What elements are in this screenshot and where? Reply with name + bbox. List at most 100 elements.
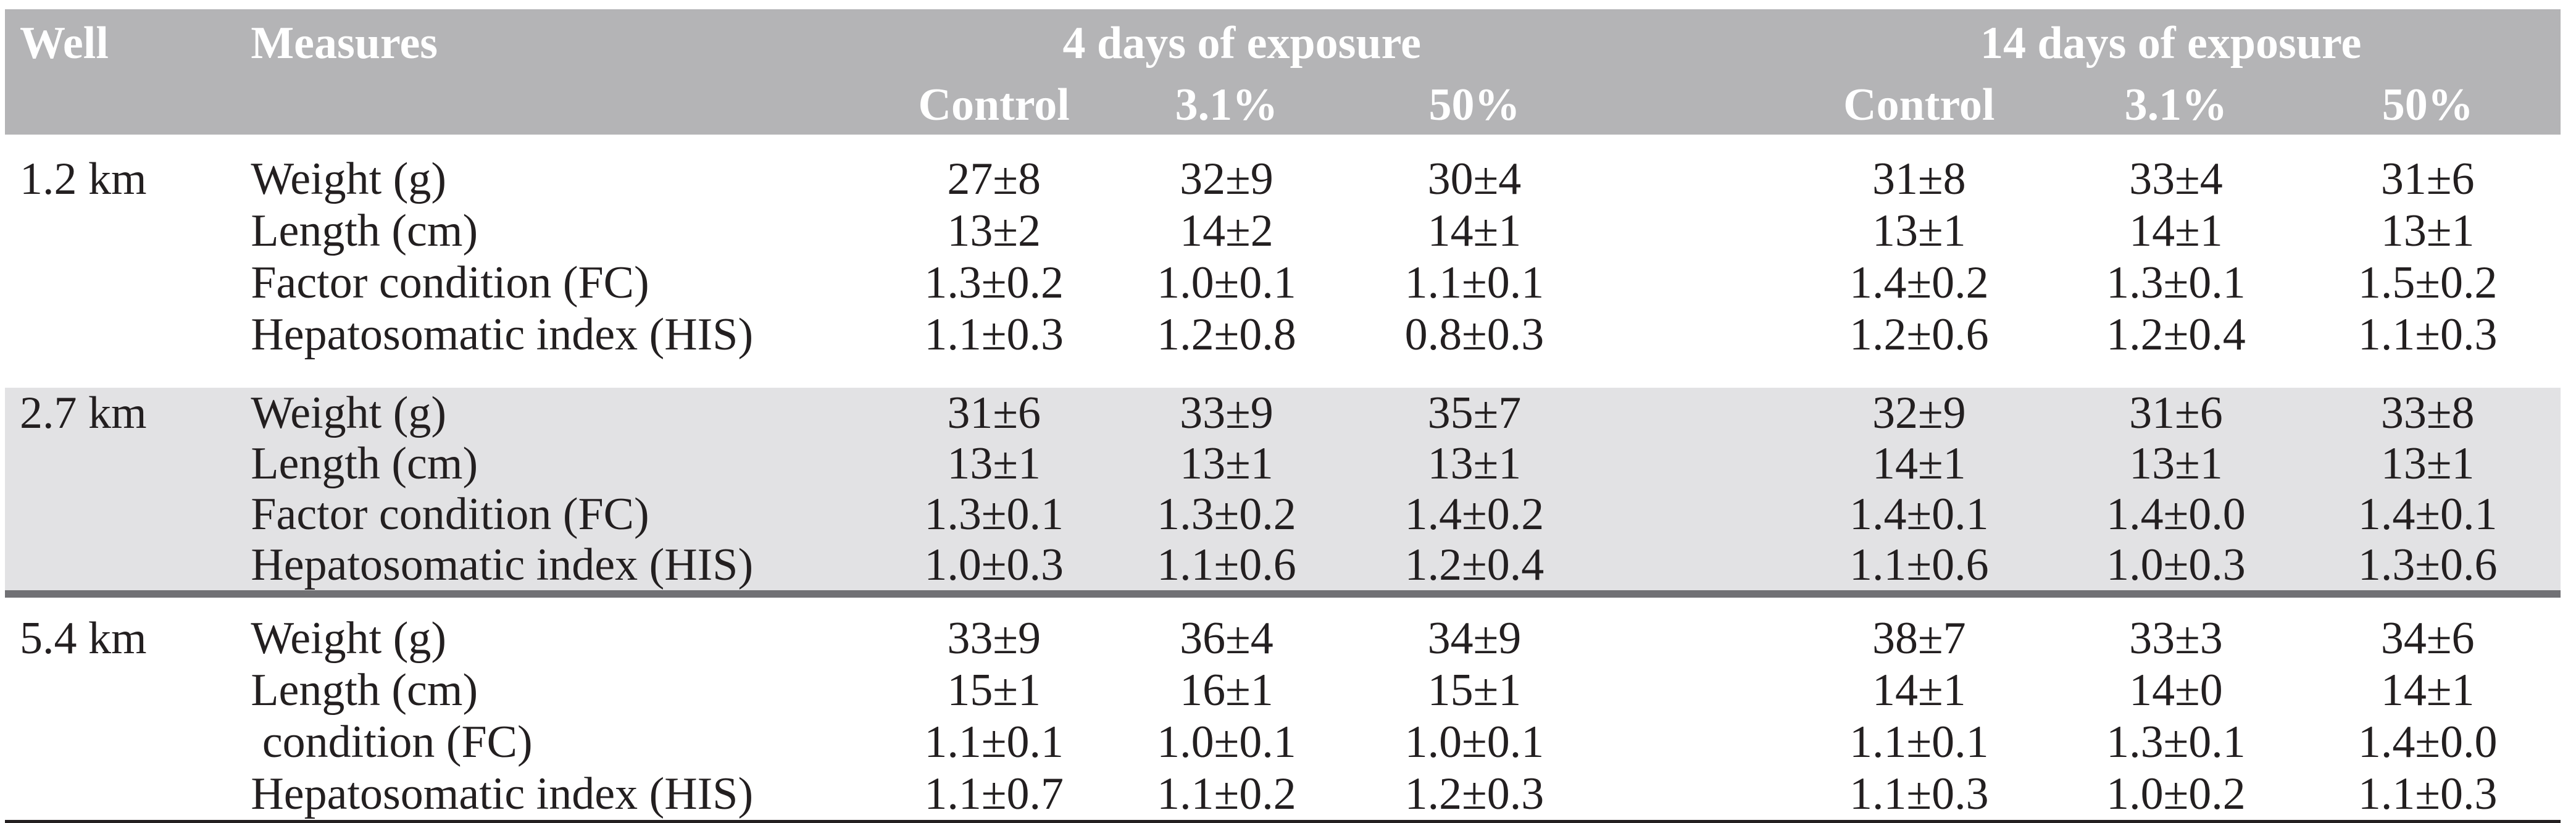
cell-value: 1.0±0.1 [1157, 717, 1296, 767]
cell-value: 33±9 [1180, 388, 1273, 438]
measure-label: Factor condition (FC) [251, 257, 649, 308]
measure-label: Length (cm) [251, 206, 478, 256]
cell-value: 1.4±0.2 [1404, 489, 1544, 540]
sub-header-14d-control: Control [1781, 76, 2057, 135]
table-row: 1.2 km Weight (g) 27±8 32±9 30±4 31±8 33… [5, 135, 2561, 205]
col-group-14-days: 14 days of exposure [1781, 9, 2561, 76]
table-row: condition (FC) 1.1±0.1 1.0±0.1 1.0±0.1 1… [5, 716, 2561, 768]
cell-value: 1.2±0.8 [1157, 309, 1296, 360]
group-5-4-km: 5.4 km Weight (g) 33±9 36±4 34±9 38±7 33… [5, 594, 2561, 822]
group-2-7-km: 2.7 km Weight (g) 31±6 33±9 35±7 32±9 31… [5, 388, 2561, 594]
cell-value: 1.3±0.1 [2106, 257, 2246, 308]
table-header: Well Measures 4 days of exposure 14 days… [5, 9, 2561, 135]
group-1-2-km: 1.2 km Weight (g) 27±8 32±9 30±4 31±8 33… [5, 135, 2561, 388]
column-spacer [1597, 135, 1781, 205]
cell-value: 1.1±0.6 [1849, 540, 1989, 590]
measure-label: Length (cm) [251, 665, 478, 716]
column-spacer [1597, 438, 1781, 489]
cell-value: 1.4±0.0 [2357, 717, 2498, 767]
cell-value: 14±1 [2380, 665, 2475, 716]
cell-value: 14±1 [1872, 438, 1966, 489]
cell-value: 1.2±0.4 [2106, 309, 2246, 360]
column-spacer [1597, 309, 1781, 388]
cell-value: 14±1 [1427, 206, 1522, 256]
column-spacer [1597, 205, 1781, 257]
cell-value: 31±6 [2380, 154, 2475, 204]
cell-value: 1.4±0.0 [2106, 489, 2246, 540]
table-row: Factor condition (FC) 1.3±0.2 1.0±0.1 1.… [5, 257, 2561, 309]
col-header-measures: Measures [230, 9, 887, 135]
cell-value: 1.0±0.3 [924, 540, 1064, 590]
cell-value: 13±1 [2380, 438, 2475, 489]
cell-value: 13±1 [2380, 206, 2475, 256]
sub-header-4d-50pct: 50% [1351, 76, 1598, 135]
cell-value: 27±8 [947, 154, 1041, 204]
cell-value: 1.0±0.1 [1404, 717, 1544, 767]
cell-value: 36±4 [1180, 613, 1273, 664]
cell-value: 1.4±0.1 [1849, 489, 1989, 540]
table-row: Factor condition (FC) 1.3±0.1 1.3±0.2 1.… [5, 489, 2561, 540]
cell-value: 33±4 [2129, 154, 2223, 204]
cell-value: 14±1 [2129, 206, 2223, 256]
measure-label: Length (cm) [251, 438, 478, 489]
well-label: 1.2 km [20, 154, 147, 204]
cell-value: 31±6 [2129, 388, 2223, 438]
column-spacer [1597, 388, 1781, 438]
cell-value: 13±1 [1180, 438, 1273, 489]
cell-value: 14±0 [2129, 665, 2223, 716]
cell-value: 1.1±0.1 [924, 717, 1064, 767]
column-spacer [1597, 257, 1781, 309]
cell-value: 34±9 [1427, 613, 1522, 664]
measure-label: Weight (g) [251, 388, 446, 438]
table-row: 5.4 km Weight (g) 33±9 36±4 34±9 38±7 33… [5, 594, 2561, 664]
cell-value: 13±1 [1872, 206, 1966, 256]
cell-value: 1.0±0.1 [1157, 257, 1296, 308]
cell-value: 1.2±0.6 [1849, 309, 1989, 360]
cell-value: 14±2 [1180, 206, 1273, 256]
cell-value: 1.1±0.7 [924, 769, 1064, 819]
cell-value: 33±8 [2380, 388, 2475, 438]
cell-value: 1.1±0.3 [924, 309, 1064, 360]
cell-value: 15±1 [1427, 665, 1522, 716]
cell-value: 13±2 [947, 206, 1041, 256]
cell-value: 1.1±0.2 [1157, 769, 1296, 819]
table-row: Hepatosomatic index (HIS) 1.0±0.3 1.1±0.… [5, 540, 2561, 594]
cell-value: 1.3±0.6 [2357, 540, 2498, 590]
measure-label: condition (FC) [251, 717, 533, 767]
header-row-subcolumns: Control 3.1% 50% Control 3.1% 50% [5, 76, 2561, 135]
cell-value: 1.3±0.2 [924, 257, 1064, 308]
table-row: Hepatosomatic index (HIS) 1.1±0.3 1.2±0.… [5, 309, 2561, 388]
column-spacer [1597, 489, 1781, 540]
column-spacer [1597, 594, 1781, 664]
cell-value: 1.1±0.3 [1849, 769, 1989, 819]
table-row: 2.7 km Weight (g) 31±6 33±9 35±7 32±9 31… [5, 388, 2561, 438]
cell-value: 35±7 [1427, 388, 1522, 438]
measure-label: Factor condition (FC) [251, 489, 649, 540]
col-group-4-days: 4 days of exposure [886, 9, 1598, 76]
cell-value: 34±6 [2380, 613, 2475, 664]
measure-label: Hepatosomatic index (HIS) [251, 309, 754, 360]
column-spacer [1597, 768, 1781, 822]
sub-header-14d-50pct: 50% [2295, 76, 2561, 135]
measures-table-container: Well Measures 4 days of exposure 14 days… [5, 9, 2561, 823]
cell-value: 1.1±0.1 [1849, 717, 1989, 767]
cell-value: 1.5±0.2 [2357, 257, 2498, 308]
sub-header-14d-3-1pct: 3.1% [2057, 76, 2295, 135]
sub-header-4d-control: Control [886, 76, 1102, 135]
cell-value: 31±6 [947, 388, 1041, 438]
cell-value: 32±9 [1180, 154, 1273, 204]
cell-value: 1.0±0.2 [2106, 769, 2246, 819]
cell-value: 13±1 [2129, 438, 2223, 489]
cell-value: 1.1±0.3 [2357, 309, 2498, 360]
cell-value: 15±1 [947, 665, 1041, 716]
cell-value: 13±1 [1427, 438, 1522, 489]
cell-value: 1.2±0.4 [1404, 540, 1544, 590]
cell-value: 33±9 [947, 613, 1041, 664]
cell-value: 1.1±0.6 [1157, 540, 1296, 590]
measure-label: Hepatosomatic index (HIS) [251, 540, 754, 590]
cell-value: 1.1±0.3 [2357, 769, 2498, 819]
cell-value: 1.3±0.1 [924, 489, 1064, 540]
cell-value: 16±1 [1180, 665, 1273, 716]
cell-value: 0.8±0.3 [1404, 309, 1544, 360]
column-spacer [1597, 716, 1781, 768]
